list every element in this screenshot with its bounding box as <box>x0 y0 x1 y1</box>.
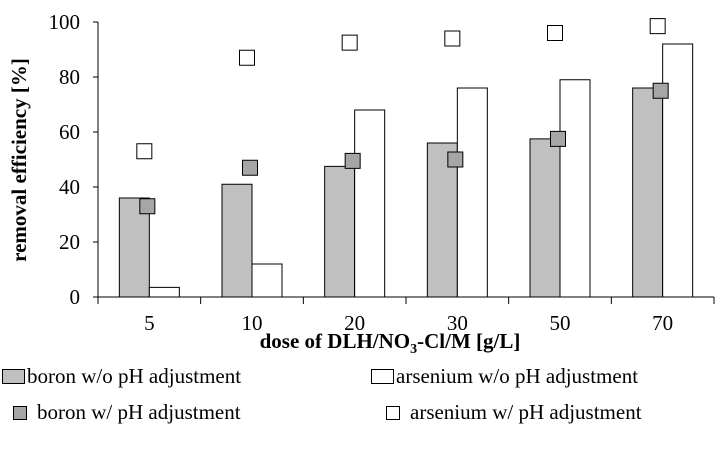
legend-label-arsenium-wo: arsenium w/o pH adjustment <box>396 364 639 388</box>
x-tick-label: 30 <box>447 311 468 335</box>
marker-arsenium-w <box>341 34 358 51</box>
marker-boron-w <box>139 198 156 215</box>
marker-boron-w <box>344 152 361 169</box>
chart-legend: boron w/o pH adjustment arsenium w/o pH … <box>0 356 720 450</box>
bar-arsenium-wo <box>148 286 180 298</box>
marker-boron-w <box>550 130 566 147</box>
x-tick-label: 20 <box>344 311 365 335</box>
bar-arsenium-wo <box>559 79 591 298</box>
y-tick-label: 40 <box>59 175 80 199</box>
marker-boron-w <box>242 159 258 176</box>
legend-label-boron-w: boron w/ pH adjustment <box>37 400 241 424</box>
bar-boron-wo <box>221 183 253 298</box>
chart-plot-area: 0 20 40 60 80 100 5 10 20 30 50 70 removal efficie… <box>7 10 715 356</box>
marker-arsenium-w <box>649 18 666 35</box>
legend-swatch-arsenium-wo <box>371 369 394 384</box>
legend-item-boron-w: boron w/ pH adjustment <box>13 400 241 425</box>
y-tick-label: 60 <box>59 120 80 144</box>
bar-arsenium-wo <box>354 109 386 298</box>
legend-item-arsenium-wo: arsenium w/o pH adjustment <box>371 364 638 389</box>
y-axis-label: removal efficiency [%] <box>7 58 31 262</box>
legend-marker-boron-w <box>13 405 27 420</box>
x-tick-label: 70 <box>652 311 673 335</box>
x-tick-label: 10 <box>242 311 263 335</box>
legend-swatch-boron-wo <box>2 369 25 384</box>
marker-boron-w <box>652 82 669 99</box>
y-tick-label: 20 <box>59 230 80 254</box>
legend-item-arsenium-w: arsenium w/ pH adjustment <box>386 400 642 425</box>
bar-boron-wo <box>529 138 561 298</box>
marker-arsenium-w <box>547 25 563 41</box>
marker-arsenium-w <box>239 49 255 66</box>
bar-boron-wo <box>118 197 150 298</box>
y-tick-label: 0 <box>70 285 81 309</box>
x-axis-label: dose of DLH/NO3-Cl/M [g/L] <box>260 329 521 356</box>
x-tick-label: 5 <box>144 311 155 335</box>
bar-arsenium-wo <box>251 263 283 298</box>
legend-marker-arsenium-w <box>386 405 400 420</box>
y-tick-label: 100 <box>49 10 81 34</box>
marker-arsenium-w <box>444 30 461 47</box>
bar-boron-wo <box>632 87 664 298</box>
legend-item-boron-wo: boron w/o pH adjustment <box>2 364 241 389</box>
legend-label-arsenium-w: arsenium w/ pH adjustment <box>410 400 642 424</box>
legend-label-boron-wo: boron w/o pH adjustment <box>27 364 242 388</box>
marker-arsenium-w <box>136 143 153 160</box>
bar-arsenium-wo <box>662 43 694 298</box>
bar-arsenium-wo <box>456 87 488 298</box>
x-tick-label: 50 <box>550 311 571 335</box>
bar-boron-wo <box>324 165 356 298</box>
marker-boron-w <box>447 151 464 168</box>
y-tick-label: 80 <box>59 65 80 89</box>
